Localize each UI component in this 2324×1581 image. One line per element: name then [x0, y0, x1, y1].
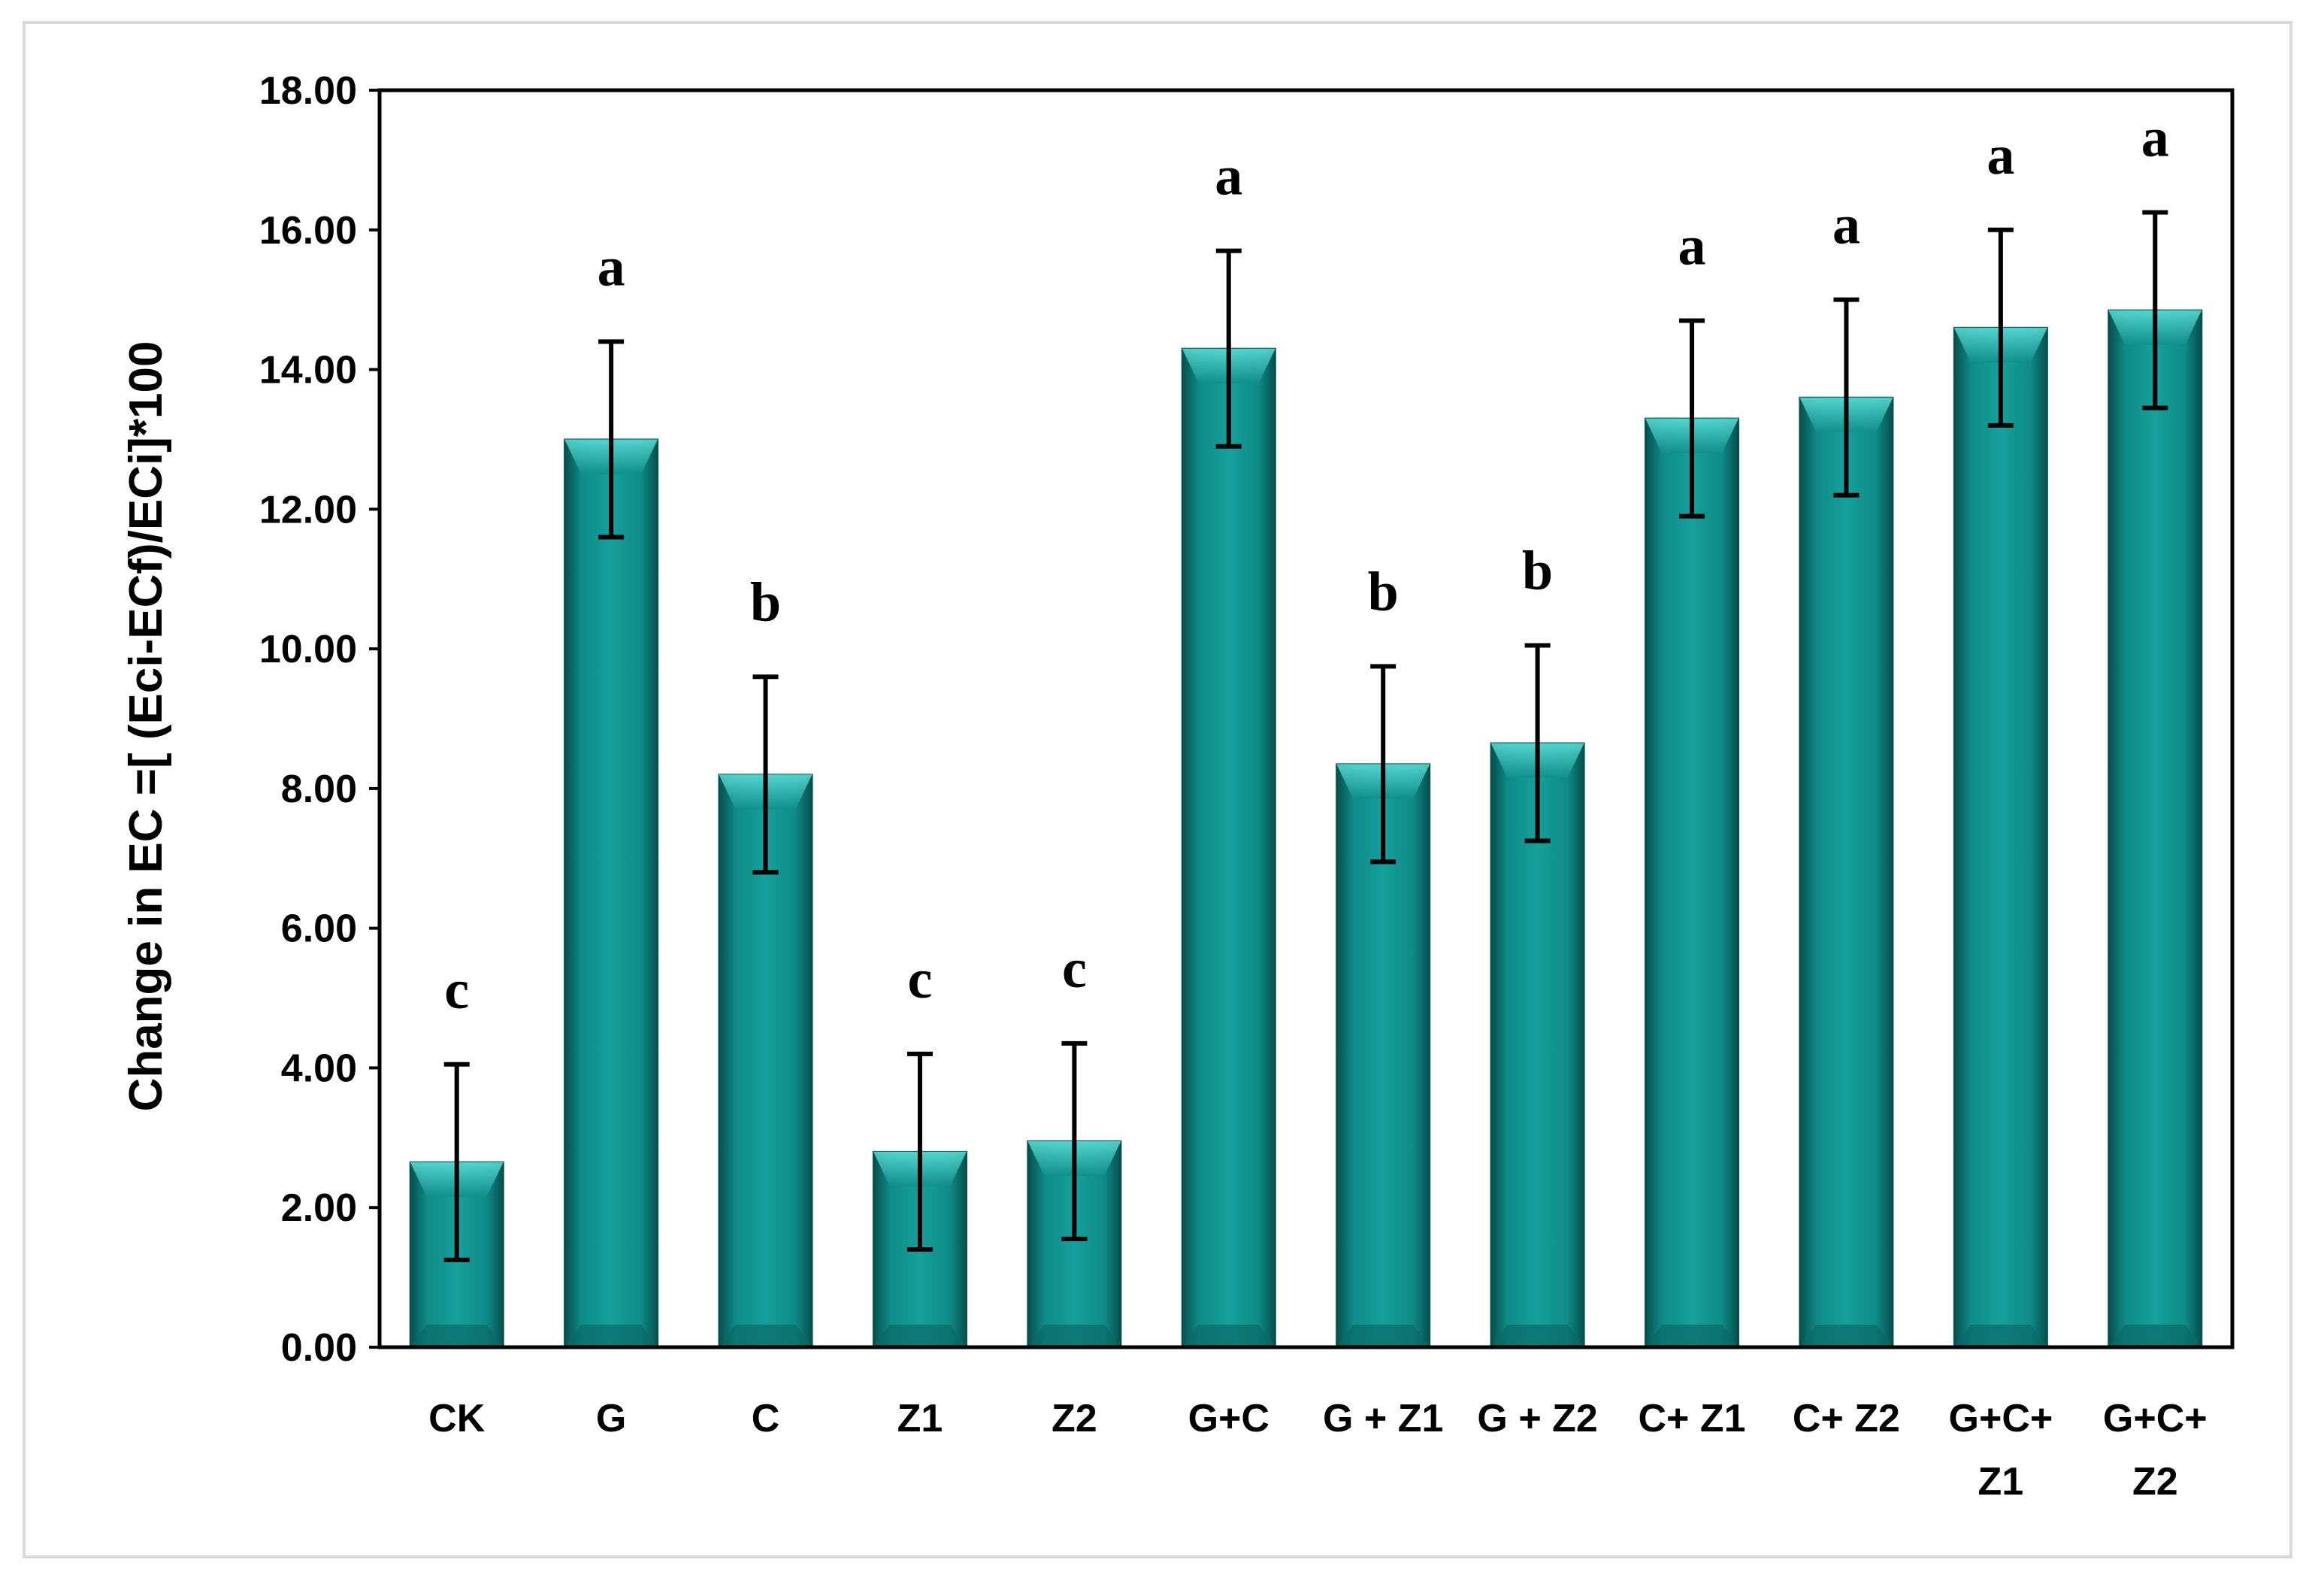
significance-letter: c [908, 949, 933, 1010]
significance-letter: b [1522, 540, 1553, 601]
error-bars [443, 210, 2168, 1262]
y-tick-label: 8.00 [281, 768, 357, 811]
figure-frame [23, 21, 2292, 1558]
significance-letter: a [1832, 195, 1860, 256]
significance-letter: a [1678, 216, 1706, 277]
y-axis: 0.00 2.00 4.00 6.00 8.00 10.00 12.00 14.00 16.00… [259, 69, 380, 1370]
bar-base-bevel [873, 1325, 967, 1347]
significance-letter: a [1215, 146, 1242, 207]
plot-area-border [377, 88, 2235, 1349]
x-category-label: CK [428, 1397, 486, 1440]
bar-base-bevel [1027, 1325, 1121, 1347]
x-category-label: Z1 [1978, 1460, 2024, 1504]
y-tick-label: 4.00 [281, 1046, 357, 1090]
bar-base-bevel [564, 1325, 658, 1347]
bar-base-bevel [1799, 1325, 1893, 1347]
significance-letter: c [1062, 938, 1087, 1000]
x-category-label: G + Z2 [1477, 1397, 1597, 1440]
bar-base-bevel [1182, 1325, 1275, 1347]
x-category-label: G+C+ [2103, 1397, 2207, 1440]
bar [1645, 417, 1740, 1348]
x-category-label: G [596, 1397, 626, 1440]
bar [1181, 347, 1276, 1349]
bar-base-bevel [1953, 1325, 2047, 1347]
bar [1953, 326, 2048, 1348]
bar-base-bevel [1645, 1325, 1739, 1347]
y-tick-label: 0.00 [281, 1326, 357, 1370]
y-axis-title-group: Change in EC =[ (Eci-ECf)/ECi]*100 [120, 341, 172, 1112]
x-axis: CK G C Z1 Z2 G+C G + Z1 G + Z2 C+ Z1 C+ Z2 G+C+ Z1 G… [428, 1397, 2207, 1504]
bar-base-bevel [1336, 1325, 1430, 1347]
x-category-label: Z1 [897, 1397, 943, 1440]
y-tick-label: 16.00 [259, 209, 357, 253]
x-category-label: C [752, 1397, 780, 1440]
bar-base-bevel [719, 1325, 812, 1347]
significance-letter: a [1987, 125, 2014, 186]
y-axis-title: Change in EC =[ (Eci-ECf)/ECi]*100 [120, 341, 172, 1112]
y-tick-label: 6.00 [281, 907, 357, 951]
bar-base-bevel [2108, 1325, 2202, 1347]
y-tick-label: 18.00 [259, 69, 357, 113]
bar [1490, 742, 1585, 1348]
x-category-label: Z2 [2132, 1460, 2178, 1504]
x-category-label: G + Z1 [1323, 1397, 1443, 1440]
bar-base-bevel [410, 1325, 504, 1347]
significance-letter: c [444, 959, 469, 1021]
significance-letter: b [1368, 561, 1399, 622]
y-tick-label: 14.00 [259, 349, 357, 392]
bar-base-bevel [1490, 1325, 1584, 1347]
bar [1799, 396, 1894, 1349]
significance-letter: a [2141, 108, 2169, 169]
significance-letter: a [598, 236, 625, 298]
bars [409, 309, 2203, 1349]
x-category-label: C+ Z1 [1639, 1397, 1746, 1440]
significance-labels: c a b c c a b b a a a a [444, 108, 2169, 1021]
y-tick-label: 10.00 [259, 628, 357, 671]
x-category-label: G+C+ [1949, 1397, 2053, 1440]
x-category-label: G+C [1188, 1397, 1269, 1440]
bar [2108, 309, 2203, 1349]
significance-letter: b [750, 571, 781, 633]
x-category-label: Z2 [1052, 1397, 1097, 1440]
bar [564, 438, 659, 1348]
y-tick-label: 2.00 [281, 1186, 357, 1230]
x-category-label: C+ Z2 [1793, 1397, 1900, 1440]
y-tick-label: 12.00 [259, 488, 357, 532]
